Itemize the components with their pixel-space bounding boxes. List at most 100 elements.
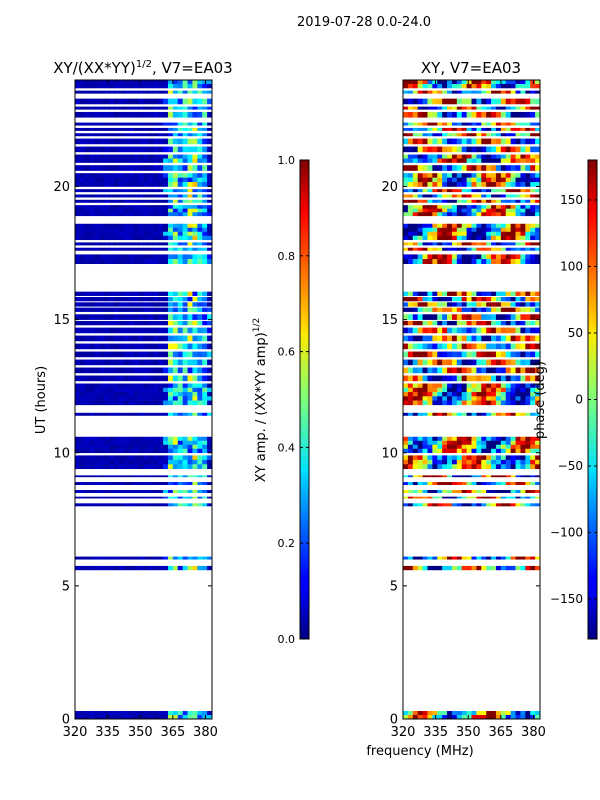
heatmap-cell bbox=[456, 503, 463, 507]
heatmap-cell bbox=[114, 146, 120, 153]
heatmap-cell bbox=[109, 475, 115, 478]
heatmap-cell bbox=[207, 189, 213, 193]
heatmap-cell bbox=[207, 212, 213, 217]
heatmap-cell bbox=[94, 503, 100, 507]
heatmap-cell bbox=[535, 444, 541, 450]
heatmap-cell bbox=[466, 254, 472, 260]
heatmap-cell bbox=[79, 165, 86, 171]
heatmap-cell bbox=[94, 138, 100, 145]
heatmap-cell bbox=[510, 208, 516, 213]
heatmap-cell bbox=[432, 199, 438, 203]
heatmap-cell bbox=[177, 208, 184, 213]
heatmap-cell bbox=[515, 383, 521, 389]
heatmap-cell bbox=[456, 205, 463, 209]
heatmap-cell bbox=[192, 127, 198, 131]
heatmap-cell bbox=[466, 440, 472, 446]
heatmap-cell bbox=[417, 231, 423, 237]
heatmap-cell bbox=[143, 247, 149, 251]
heatmap-cell bbox=[495, 208, 502, 213]
heatmap-cell bbox=[187, 83, 193, 89]
heatmap-cell bbox=[461, 254, 467, 260]
heatmap-cell bbox=[510, 475, 516, 478]
heatmap-cell bbox=[432, 165, 438, 171]
heatmap-cell bbox=[192, 444, 198, 450]
heatmap-cell bbox=[535, 227, 541, 233]
heatmap-cell bbox=[432, 367, 438, 374]
heatmap-cell bbox=[187, 711, 193, 716]
heatmap-cell bbox=[207, 367, 213, 374]
heatmap-cell bbox=[525, 194, 531, 198]
heatmap-cell bbox=[133, 307, 139, 312]
heatmap-cell bbox=[403, 247, 409, 251]
heatmap-cell bbox=[486, 503, 492, 507]
heatmap-cell bbox=[427, 199, 433, 203]
heatmap-cell bbox=[437, 359, 443, 366]
heatmap-cell bbox=[153, 715, 159, 720]
heatmap-cell bbox=[207, 133, 213, 137]
heatmap-cell bbox=[461, 106, 467, 110]
heatmap-cell bbox=[177, 231, 184, 237]
heatmap-cell bbox=[177, 436, 184, 442]
heatmap-cell bbox=[84, 182, 91, 187]
heatmap-cell bbox=[447, 259, 453, 265]
heatmap-cell bbox=[432, 496, 438, 499]
heatmap-cell bbox=[422, 80, 428, 85]
heatmap-cell bbox=[192, 482, 198, 485]
heatmap-cell bbox=[447, 375, 453, 382]
heatmap-cell bbox=[138, 320, 144, 326]
heatmap-cell bbox=[495, 440, 502, 446]
heatmap-cell bbox=[412, 459, 419, 465]
heatmap-cell bbox=[491, 235, 497, 241]
heatmap-cell bbox=[535, 359, 541, 366]
heatmap-cell bbox=[158, 111, 164, 118]
heatmap-cell bbox=[75, 177, 81, 183]
heatmap-cell bbox=[437, 205, 443, 209]
heatmap-cell bbox=[461, 247, 467, 251]
heatmap-cell bbox=[461, 327, 467, 334]
heatmap-cell bbox=[412, 138, 419, 145]
heatmap-cell bbox=[143, 133, 149, 137]
heatmap-cell bbox=[182, 351, 188, 358]
heatmap-cell bbox=[172, 490, 179, 493]
heatmap-cell bbox=[138, 436, 144, 442]
heatmap-cell bbox=[123, 396, 130, 401]
heatmap-cell bbox=[109, 464, 115, 470]
heatmap-cell bbox=[437, 242, 443, 246]
heatmap-cell bbox=[123, 165, 130, 171]
heatmap-cell bbox=[422, 412, 428, 416]
heatmap-cell bbox=[138, 154, 144, 159]
heatmap-cell bbox=[163, 205, 169, 209]
heatmap-cell bbox=[456, 307, 463, 312]
heatmap-cell bbox=[535, 482, 541, 485]
heatmap-cell bbox=[500, 307, 507, 312]
heatmap-cell bbox=[447, 343, 453, 350]
heatmap-cell bbox=[466, 351, 472, 358]
heatmap-cell bbox=[182, 259, 188, 265]
heatmap-cell bbox=[471, 122, 477, 126]
heatmap-cell bbox=[412, 254, 419, 260]
heatmap-cell bbox=[109, 189, 115, 193]
heatmap-cell bbox=[447, 127, 453, 131]
heatmap-cell bbox=[491, 711, 497, 716]
heatmap-cell bbox=[119, 320, 125, 326]
heatmap-cell bbox=[187, 459, 193, 465]
heatmap-cell bbox=[109, 302, 115, 307]
heatmap-cell bbox=[427, 496, 433, 499]
heatmap-cell bbox=[456, 327, 463, 334]
heatmap-cell bbox=[495, 367, 502, 374]
heatmap-cell bbox=[158, 254, 164, 260]
heatmap-cell bbox=[119, 227, 125, 233]
heatmap-cell bbox=[525, 154, 531, 159]
heatmap-cell bbox=[422, 242, 428, 246]
heatmap-cell bbox=[158, 199, 164, 203]
heatmap-cell bbox=[451, 212, 458, 217]
heatmap-cell bbox=[94, 375, 100, 382]
heatmap-cell bbox=[530, 343, 536, 350]
heatmap-cell bbox=[461, 146, 467, 153]
heatmap-cell bbox=[422, 208, 428, 213]
heatmap-cell bbox=[456, 231, 463, 237]
heatmap-cell bbox=[437, 412, 443, 416]
heatmap-cell bbox=[104, 182, 110, 187]
heatmap-cell bbox=[412, 392, 419, 397]
heatmap-cell bbox=[123, 122, 130, 126]
